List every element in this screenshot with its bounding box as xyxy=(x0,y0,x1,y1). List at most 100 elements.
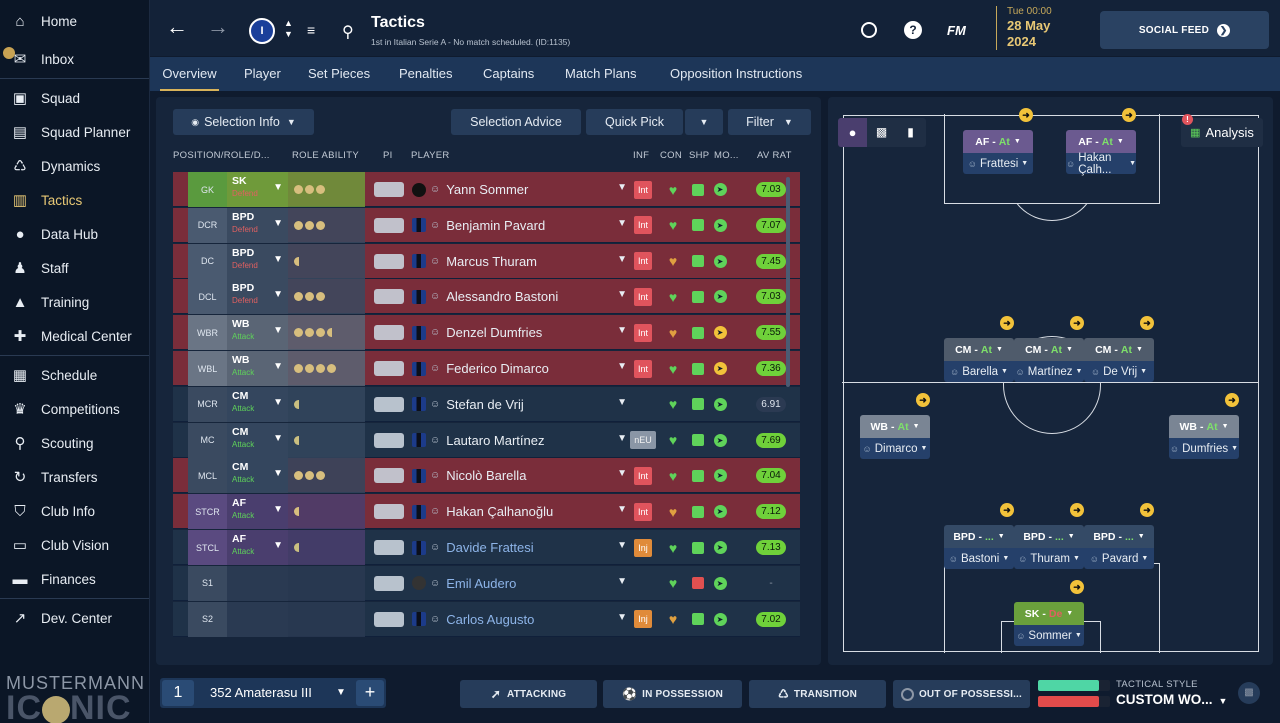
quick-pick-button[interactable]: Quick Pick xyxy=(586,109,683,135)
player-instructions-cell[interactable] xyxy=(373,351,405,386)
sidebar-item-competitions[interactable]: ♛ Competitions xyxy=(0,392,149,426)
player-instructions-cell[interactable] xyxy=(373,494,405,529)
tactic-selector[interactable]: 1 352 Amaterasu III ▼ + xyxy=(160,678,386,708)
table-row[interactable]: MCL CM Attack ▼ ☺ Nicolò Barella ▼ Int ♥ ➤ 7.04 xyxy=(173,458,800,494)
chevron-down-icon[interactable]: ▼ xyxy=(617,217,627,229)
tab-match-plans[interactable]: Match Plans xyxy=(565,66,637,81)
tab-captains[interactable]: Captains xyxy=(483,66,535,81)
menu-icon[interactable]: ≡ xyxy=(307,22,316,38)
tab-penalties[interactable]: Penalties xyxy=(399,66,453,81)
col-con[interactable]: CON xyxy=(660,150,683,161)
col-pi[interactable]: PI xyxy=(383,150,393,161)
player-cell[interactable]: ☺ Lautaro Martínez ▼ xyxy=(412,423,627,458)
chevron-down-icon[interactable]: ▼ xyxy=(617,361,627,372)
selection-info-button[interactable]: ◉ Selection Info ▼ xyxy=(173,109,314,135)
sidebar-item-dynamics[interactable]: ♺ Dynamics xyxy=(0,149,149,183)
chevron-down-icon[interactable]: ▼ xyxy=(617,253,627,265)
sidebar-item-scouting[interactable]: ⚲ Scouting xyxy=(0,426,149,460)
tab-set-pieces[interactable]: Set Pieces xyxy=(308,66,371,81)
in-possession-button[interactable]: ⚽ IN POSSESSION xyxy=(603,680,742,708)
role-cell[interactable]: CM Attack ▼ xyxy=(227,422,288,458)
sidebar-item-data-hub[interactable]: ● Data Hub xyxy=(0,217,149,251)
player-name[interactable]: Hakan Çalhanoğlu xyxy=(446,504,554,520)
player-instructions-cell[interactable] xyxy=(373,423,405,458)
player-name[interactable]: Emil Audero xyxy=(446,575,517,591)
player-name[interactable]: Federico Dimarco xyxy=(446,361,549,376)
role-cell[interactable]: WB Attack ▼ xyxy=(227,351,288,386)
club-crest[interactable]: I xyxy=(249,18,275,44)
player-cell[interactable]: ☺ Marcus Thuram ▼ xyxy=(412,244,627,279)
transition-button[interactable]: ♺ TRANSITION xyxy=(749,680,886,708)
add-tactic-button[interactable]: + xyxy=(356,680,384,706)
forward-arrow-icon[interactable]: → xyxy=(207,14,229,39)
analysis-button[interactable]: ▦ Analysis xyxy=(1181,118,1263,147)
player-instructions-cell[interactable] xyxy=(373,602,405,637)
col-role-ability[interactable]: ROLE ABILITY xyxy=(292,150,359,161)
role-cell[interactable]: WB Attack ▼ xyxy=(227,315,288,351)
chevron-down-icon[interactable]: ▼ xyxy=(617,540,627,551)
player-name[interactable]: Yann Sommer xyxy=(446,182,529,197)
player-instructions-cell[interactable] xyxy=(373,458,405,493)
pitch-role[interactable]: AF - At ▼ xyxy=(963,130,1033,153)
pitch-player-name[interactable]: ☺ Dimarco ▼ xyxy=(860,438,930,459)
role-cell[interactable]: SK Defend ▼ xyxy=(227,172,288,207)
pitch-role[interactable]: SK - De ▼ xyxy=(1014,602,1084,625)
pitch-role[interactable]: WB - At ▼ xyxy=(860,415,930,438)
role-cell[interactable]: AF Attack ▼ xyxy=(227,530,288,565)
filter-button[interactable]: Filter ▼ xyxy=(728,109,811,135)
sidebar-item-club-vision[interactable]: ▭ Club Vision xyxy=(0,528,149,562)
sidebar-item-schedule[interactable]: ▦ Schedule xyxy=(0,358,149,392)
player-instructions-cell[interactable] xyxy=(373,566,405,601)
player-instructions-icon[interactable] xyxy=(374,432,404,448)
player-name[interactable]: Marcus Thuram xyxy=(446,253,538,269)
pitch-role[interactable]: WB - At ▼ xyxy=(1169,415,1239,438)
pitch-player-name[interactable]: ☺ Martínez ▼ xyxy=(1014,361,1084,382)
sidebar-item-dev-center[interactable]: ↗ Dev. Center xyxy=(0,601,149,635)
chevron-down-icon[interactable]: ▼ xyxy=(617,325,627,337)
player-instructions-icon[interactable] xyxy=(374,468,404,484)
pitch-player-card[interactable]: CM - At ▼ ☺ De Vrij ▼ xyxy=(1084,338,1154,384)
player-instructions-cell[interactable] xyxy=(373,172,405,207)
col-av-rat[interactable]: AV RAT xyxy=(757,150,792,161)
attacking-button[interactable]: ➚ ATTACKING xyxy=(460,680,597,708)
selection-advice-button[interactable]: Selection Advice xyxy=(451,109,581,135)
pitch-role[interactable]: BPD -... ▼ xyxy=(1084,525,1154,548)
role-cell[interactable]: AF Attack ▼ xyxy=(227,494,288,530)
player-cell[interactable]: ☺ Stefan de Vrij ▼ xyxy=(412,387,627,422)
sidebar-item-squad-planner[interactable]: ▤ Squad Planner xyxy=(0,115,149,149)
player-cell[interactable]: ☺ Carlos Augusto ▼ xyxy=(412,602,627,637)
table-row[interactable]: GK SK Defend ▼ ☺ Yann Sommer ▼ Int ♥ ➤ 7.03 xyxy=(173,172,800,207)
player-view-icon[interactable]: ● xyxy=(838,118,867,147)
role-cell[interactable] xyxy=(227,565,288,601)
table-row[interactable]: DC BPD Defend ▼ ☺ Marcus Thuram ▼ Int ♥ ➤ 7.45 xyxy=(173,243,800,279)
pitch-player-card[interactable]: AF - At ▼ ☺ Hakan Çalh... ▼ xyxy=(1066,130,1136,176)
player-cell[interactable]: ☺ Davide Frattesi ▼ xyxy=(412,530,627,565)
sidebar-item-inbox[interactable]: ✉ Inbox xyxy=(0,42,149,76)
col-player[interactable]: PLAYER xyxy=(411,150,450,161)
pitch-player-card[interactable]: WB - At ▼ ☺ Dumfries ▼ xyxy=(1169,415,1239,461)
player-instructions-cell[interactable] xyxy=(373,387,405,422)
stats-icon[interactable]: ▩ xyxy=(1238,682,1260,704)
pitch-player-name[interactable]: ☺ Pavard ▼ xyxy=(1084,548,1154,569)
player-name[interactable]: Carlos Augusto xyxy=(446,611,535,627)
tactic-slot[interactable]: 1 xyxy=(162,680,194,706)
table-row[interactable]: STCR AF Attack ▼ ☺ Hakan Çalhanoğlu ▼ Int ♥ ➤ 7… xyxy=(173,494,800,530)
chevron-down-icon[interactable]: ▼ xyxy=(617,468,627,480)
sidebar-item-finances[interactable]: ▬ Finances xyxy=(0,562,149,596)
chevron-down-icon[interactable]: ▼ xyxy=(617,611,627,623)
tab-opposition-instructions[interactable]: Opposition Instructions xyxy=(670,66,803,81)
role-cell[interactable]: CM Attack ▼ xyxy=(227,386,288,422)
table-row[interactable]: DCR BPD Defend ▼ ☺ Benjamin Pavard ▼ Int ♥ ➤ 7.… xyxy=(173,207,800,243)
table-row[interactable]: MCR CM Attack ▼ ☺ Stefan de Vrij ▼ ♥ ➤ 6.91 xyxy=(173,386,800,422)
sidebar-item-transfers[interactable]: ↻ Transfers xyxy=(0,460,149,494)
pitch-role[interactable]: BPD -... ▼ xyxy=(1014,525,1084,548)
help-icon[interactable]: ? xyxy=(904,21,922,39)
role-cell[interactable]: BPD Defend ▼ xyxy=(227,207,288,243)
pitch-player-card[interactable]: BPD -... ▼ ☺ Bastoni ▼ xyxy=(944,525,1014,571)
pitch-player-name[interactable]: ☺ Sommer ▼ xyxy=(1014,625,1084,646)
player-instructions-cell[interactable] xyxy=(373,530,405,565)
pitch-role[interactable]: BPD -... ▼ xyxy=(944,525,1014,548)
chevron-down-icon[interactable]: ▼ xyxy=(617,396,627,408)
chevron-down-icon[interactable]: ▼ xyxy=(617,432,627,444)
player-name[interactable]: Lautaro Martínez xyxy=(446,432,545,448)
